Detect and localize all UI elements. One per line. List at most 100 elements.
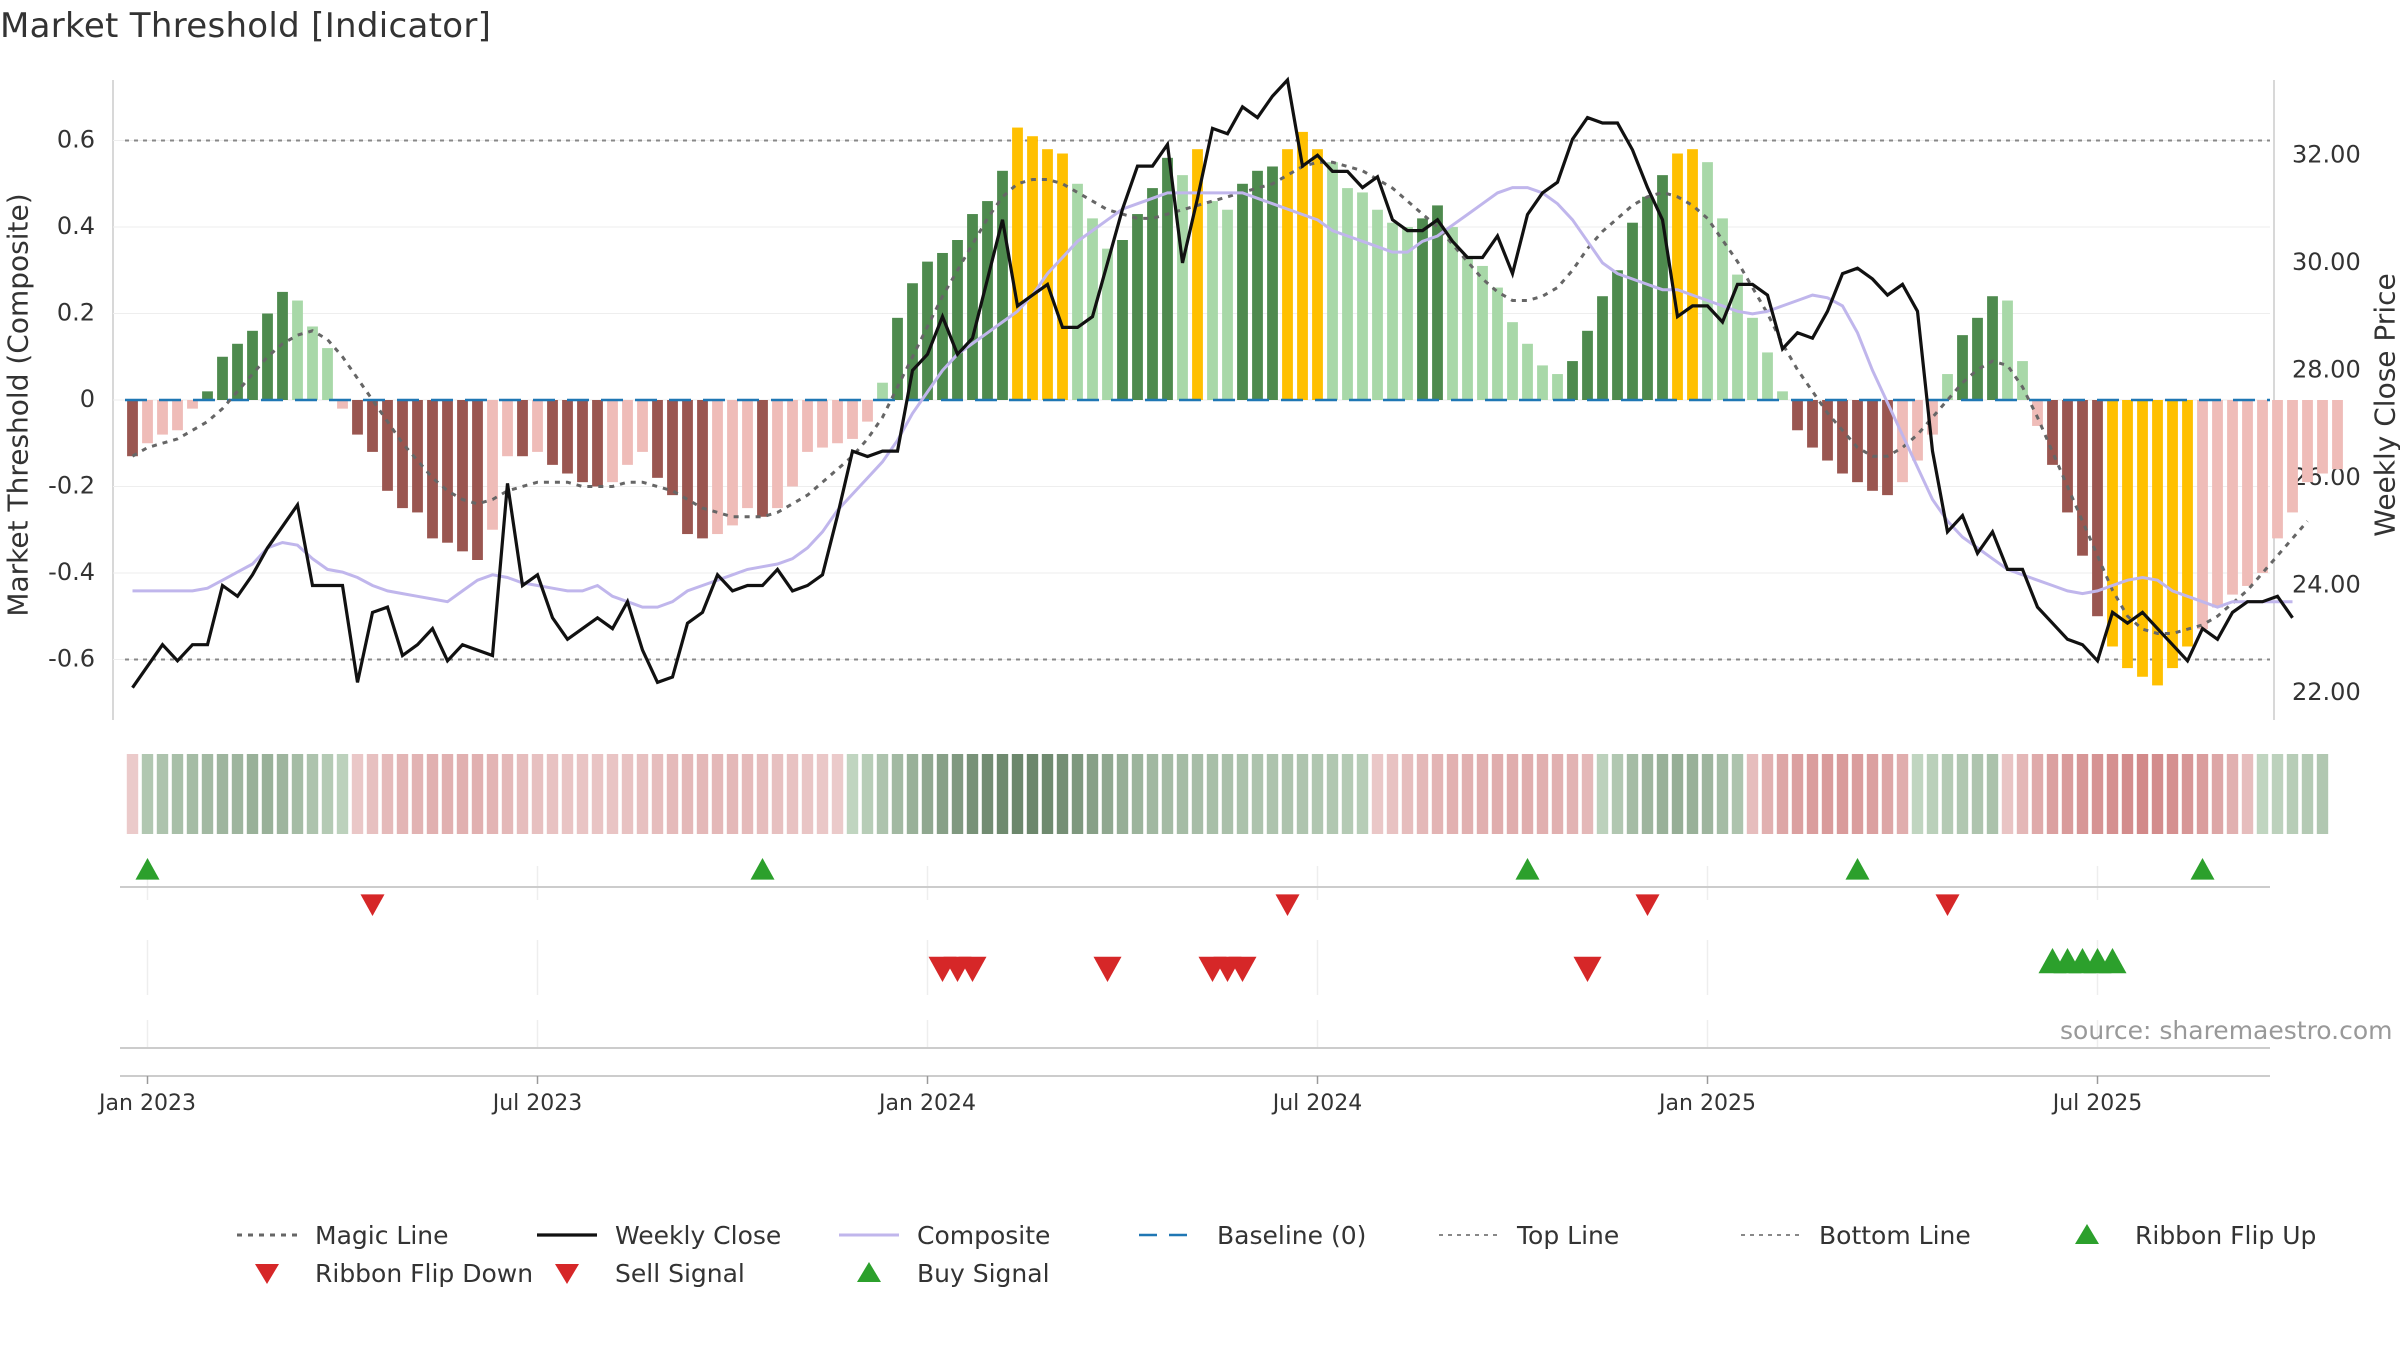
bar xyxy=(2212,400,2223,608)
bar xyxy=(1627,222,1638,400)
ribbon-cell xyxy=(2046,754,2059,834)
ribbon-cell xyxy=(651,754,664,834)
ribbon-cell xyxy=(501,754,514,834)
bar xyxy=(1282,149,1293,400)
ribbon-cell xyxy=(1806,754,1819,834)
ribbon-flip-down-marker xyxy=(360,894,385,916)
ribbon-cell xyxy=(1371,754,1384,834)
ribbon-cell xyxy=(1341,754,1354,834)
ribbon-cell xyxy=(2151,754,2164,834)
ribbon-cell xyxy=(366,754,379,834)
ribbon-cell xyxy=(246,754,259,834)
bar xyxy=(1102,248,1113,400)
bar xyxy=(2017,361,2028,400)
y-tick-left-label: -0.2 xyxy=(48,471,95,499)
legend-label: Sell Signal xyxy=(615,1258,745,1288)
legend-item: Weekly Close xyxy=(535,1220,781,1250)
ribbon-cell xyxy=(2226,754,2239,834)
bar xyxy=(262,313,273,400)
ribbon-cell xyxy=(1701,754,1714,834)
bar xyxy=(1987,296,1998,400)
ribbon-cell xyxy=(126,754,139,834)
bar xyxy=(2257,400,2268,573)
bar xyxy=(457,400,468,552)
ribbon-cell xyxy=(516,754,529,834)
y-tick-left-label: 0.4 xyxy=(57,212,95,240)
bar xyxy=(472,400,483,560)
legend-swatch xyxy=(1439,1234,1499,1236)
bar xyxy=(232,343,243,400)
bar xyxy=(2002,300,2013,400)
legend-swatch xyxy=(555,1264,579,1284)
ribbon-cell xyxy=(201,754,214,834)
legend-item: Baseline (0) xyxy=(1137,1220,1366,1250)
ribbon-cell xyxy=(726,754,739,834)
bar xyxy=(442,400,453,543)
bar xyxy=(1057,153,1068,400)
bar xyxy=(1747,317,1758,400)
ribbon-cell xyxy=(966,754,979,834)
bar xyxy=(637,400,648,452)
ribbon-cell xyxy=(186,754,199,834)
legend-label: Magic Line xyxy=(315,1220,449,1250)
ribbon-cell xyxy=(1641,754,1654,834)
ribbon-cell xyxy=(666,754,679,834)
ribbon-cell xyxy=(606,754,619,834)
ribbon-cell xyxy=(2181,754,2194,834)
bar xyxy=(1327,162,1338,400)
ribbon-cell xyxy=(276,754,289,834)
legend-item: Ribbon Flip Down xyxy=(235,1258,533,1288)
bar xyxy=(1267,166,1278,400)
ribbon-cell xyxy=(1851,754,1864,834)
bar xyxy=(1717,218,1728,400)
ribbon-cell xyxy=(846,754,859,834)
ribbon-cell xyxy=(981,754,994,834)
bar xyxy=(1207,201,1218,400)
bar xyxy=(1357,192,1368,400)
bar xyxy=(2287,400,2298,513)
bar xyxy=(712,400,723,535)
bar xyxy=(1237,183,1248,400)
bar xyxy=(1822,400,1833,461)
bar xyxy=(667,400,678,496)
ribbon-cell xyxy=(1071,754,1084,834)
y-tick-right-label: 30.00 xyxy=(2292,248,2361,276)
bar xyxy=(697,400,708,539)
ribbon-cell xyxy=(1626,754,1639,834)
legend-label: Ribbon Flip Down xyxy=(315,1258,534,1288)
y-tick-right-label: 22.00 xyxy=(2292,678,2361,706)
bar xyxy=(2227,400,2238,595)
ribbon-cell xyxy=(741,754,754,834)
ribbon-flip-down-marker xyxy=(1275,894,1300,916)
legend-swatch xyxy=(255,1264,279,1284)
bar xyxy=(787,400,798,487)
bar xyxy=(337,400,348,409)
ribbon-cell xyxy=(1731,754,1744,834)
ribbon-cell xyxy=(1086,754,1099,834)
ribbon-cell xyxy=(1746,754,1759,834)
ribbon-cell xyxy=(951,754,964,834)
ribbon-flip-up-marker xyxy=(2190,858,2215,880)
ribbon-cell xyxy=(1686,754,1699,834)
bar xyxy=(727,400,738,526)
bar xyxy=(1252,170,1263,400)
x-tick-label: Jan 2023 xyxy=(97,1091,196,1116)
sell-signal-marker xyxy=(1228,956,1257,982)
ribbon-cell xyxy=(1881,754,1894,834)
ribbon-cell xyxy=(1221,754,1234,834)
x-tick-label: Jan 2024 xyxy=(877,1091,976,1116)
magic-line xyxy=(131,160,2309,635)
bar xyxy=(1492,287,1503,400)
bar xyxy=(2242,400,2253,586)
ribbon-cell xyxy=(1446,754,1459,834)
ribbon-cell xyxy=(861,754,874,834)
ribbon-cell xyxy=(2016,754,2029,834)
legend-swatch xyxy=(537,1233,597,1237)
ribbon-cell xyxy=(1401,754,1414,834)
y-tick-right-label: 32.00 xyxy=(2292,140,2361,168)
bar xyxy=(1507,322,1518,400)
legend-label: Buy Signal xyxy=(917,1258,1050,1288)
bar xyxy=(577,400,588,483)
bar xyxy=(1012,127,1023,400)
bar xyxy=(1597,296,1608,400)
